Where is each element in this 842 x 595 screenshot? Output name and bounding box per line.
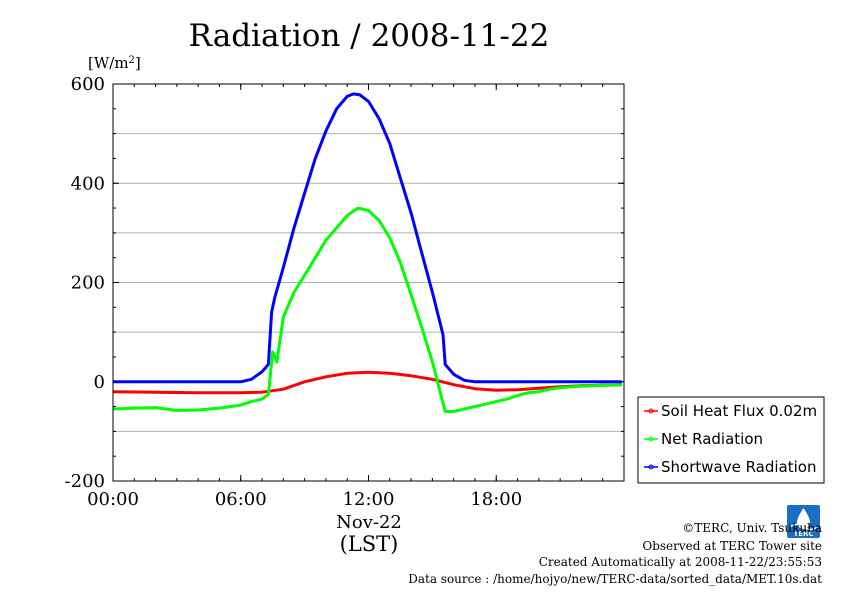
terc-logo: TERC [787,505,820,538]
y-tick-label: 0 [94,372,105,393]
plot-frame [112,83,625,482]
credit-copyright: ©TERC, Univ. Tsukuba [682,521,822,535]
x-date-label: Nov-22 [336,512,402,533]
x-axis-label: (LST) [340,532,399,556]
series-line-2 [113,92,622,384]
series-lines [112,92,622,413]
wave-icon [789,523,818,531]
legend: Soil Heat Flux 0.02m Net Radiation Shortwa… [637,396,825,484]
x-tick-label: 00:00 [87,489,139,510]
legend-label: Soil Heat Flux 0.02m [661,402,817,420]
x-tick-label: 12:00 [343,489,395,510]
y-tick-label: 400 [71,173,105,194]
legend-swatch-marker [648,464,654,470]
x-axis: 00:00 06:00 12:00 18:00 [87,84,625,510]
credit-source: Data source : /home/hojyo/new/TERC-data/… [408,572,822,586]
y-tick-label: 600 [71,74,105,95]
y-unit-label: [W/m2] [88,54,141,72]
logo-text: TERC [793,530,813,538]
y-axis: -200 0 200 400 600 [65,74,624,492]
y-tick-label: 200 [71,273,105,294]
credit-created: Created Automatically at 2008-11-22/23:5… [539,555,822,569]
x-tick-label: 06:00 [215,489,267,510]
series-line-0 [112,370,622,395]
water-drop-icon [797,508,810,529]
y-tick-label: -200 [65,471,105,492]
legend-swatch-marker [648,408,654,414]
series-line-1 [112,206,622,413]
legend-label: Shortwave Radiation [661,458,817,476]
legend-label: Net Radiation [661,430,763,448]
legend-box [637,396,825,484]
credit-site: Observed at TERC Tower site [642,539,822,553]
legend-swatch-marker [648,436,654,442]
chart-title: Radiation / 2008-11-22 [189,18,550,54]
grid-lines [113,133,624,432]
x-tick-label: 18:00 [470,489,522,510]
